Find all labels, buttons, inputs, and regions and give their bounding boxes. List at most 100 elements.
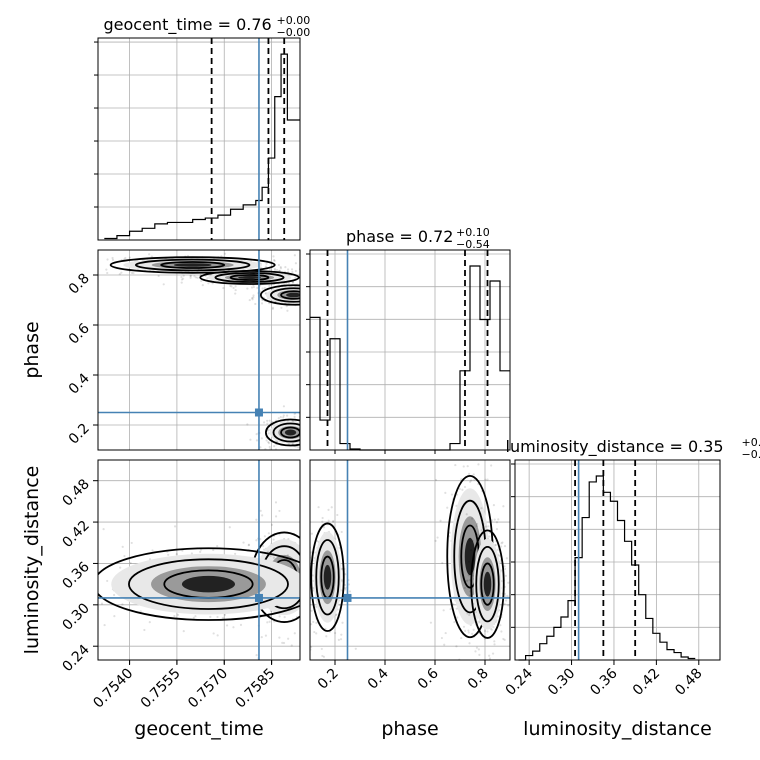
hist-bin [646, 618, 653, 660]
sample-point [477, 533, 480, 536]
sample-point [287, 637, 290, 640]
sample-point [111, 256, 114, 260]
hist-bin [243, 205, 256, 240]
sample-point [306, 579, 308, 581]
sample-point [216, 634, 219, 637]
sample-point [81, 584, 83, 586]
sample-point [307, 303, 309, 305]
sample-point [307, 511, 309, 513]
joint-panel-geocent_time-luminosity_distance [81, 459, 309, 661]
sample-point [490, 628, 493, 631]
sample-point [262, 544, 265, 548]
sample-point [466, 612, 469, 615]
sample-point [180, 278, 184, 281]
density-cell [238, 276, 261, 279]
y-axis-label-luminosity_distance: luminosity_distance [21, 466, 43, 655]
sample-point [495, 528, 499, 531]
sample-point [86, 266, 88, 268]
sample-point [294, 276, 297, 279]
sample-point [167, 553, 170, 556]
sample-point [340, 567, 344, 570]
sample-point [196, 270, 199, 273]
sample-point [294, 262, 298, 265]
sample-point [197, 268, 200, 271]
sample-point [439, 519, 442, 522]
sample-point [463, 485, 467, 489]
sample-point [272, 556, 275, 559]
sample-point [305, 434, 307, 436]
sample-point [347, 583, 351, 586]
hist-bin [561, 617, 568, 660]
sample-point [470, 479, 473, 482]
sample-point [462, 465, 465, 468]
sample-point [139, 610, 142, 613]
contour-level-1 [475, 545, 500, 623]
sample-point [440, 636, 444, 640]
truth-marker [254, 408, 263, 417]
sample-point [307, 567, 309, 569]
sample-point [301, 610, 303, 612]
sample-point [311, 574, 315, 577]
sample-point [304, 423, 306, 425]
sample-point [340, 633, 343, 636]
sample-point [307, 430, 309, 432]
sample-point [303, 302, 305, 304]
sample-point [264, 265, 268, 268]
sample-point [305, 291, 307, 293]
sample-point [306, 645, 308, 647]
sample-point [304, 436, 306, 438]
hist-bin [193, 220, 206, 240]
sample-point [471, 632, 474, 635]
sample-point [293, 283, 296, 286]
sample-point [252, 296, 255, 299]
sample-point [212, 632, 215, 635]
hist-bin [287, 120, 293, 240]
sample-point [449, 607, 452, 611]
sample-point [148, 620, 151, 624]
sample-point [270, 523, 274, 526]
sample-point [469, 548, 473, 552]
panel-title: phase = 0.72 [346, 227, 453, 246]
sample-point [500, 630, 503, 633]
sample-point [305, 590, 307, 592]
sample-point [329, 661, 331, 663]
sample-point [301, 537, 303, 539]
sample-point [310, 532, 313, 535]
sample-point [223, 252, 227, 255]
sample-point [476, 453, 478, 455]
sample-point [264, 634, 268, 637]
sample-point [301, 292, 303, 294]
sample-point [481, 526, 485, 529]
sample-point [308, 565, 310, 567]
sample-point [123, 554, 126, 558]
sample-point [128, 256, 131, 259]
panel-contents [307, 453, 512, 663]
sample-point [254, 302, 257, 306]
sample-point [250, 297, 254, 300]
contour-level-2 [480, 562, 495, 606]
sample-point [279, 267, 283, 270]
joint-panel-phase-luminosity_distance [307, 453, 512, 663]
hist-bin [533, 651, 540, 660]
sample-point [278, 269, 281, 272]
hist-bin [155, 224, 168, 240]
sample-point [305, 294, 307, 296]
sample-point [216, 544, 219, 548]
sample-point [180, 275, 183, 279]
sample-point [455, 645, 458, 648]
sample-point [255, 452, 257, 454]
contour-level-1 [214, 272, 285, 283]
sample-point [467, 560, 471, 563]
panel-frame [309, 459, 511, 661]
sample-point [510, 610, 512, 612]
sample-point [162, 283, 165, 286]
sample-point [75, 263, 77, 265]
truth-marker [254, 593, 263, 602]
sample-point [246, 287, 249, 290]
sample-point [277, 263, 280, 267]
sample-point [264, 447, 267, 450]
tick-label-luminosity_distance: 0.48 [672, 666, 705, 699]
sample-point [302, 293, 304, 295]
sample-point [484, 478, 487, 481]
hist-bin [294, 120, 300, 240]
